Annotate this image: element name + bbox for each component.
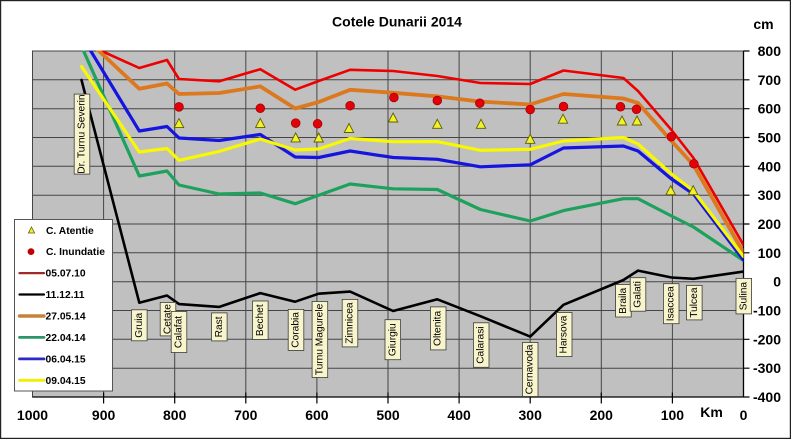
svg-text:100: 100	[758, 245, 782, 261]
svg-text:Gruia: Gruia	[134, 313, 145, 338]
svg-text:0: 0	[773, 274, 781, 290]
svg-text:800: 800	[758, 43, 782, 59]
svg-text:700: 700	[758, 72, 782, 88]
svg-text:Galati: Galati	[633, 281, 644, 308]
svg-text:Turnu Magurele: Turnu Magurele	[314, 303, 325, 375]
svg-text:C. Inundatie: C. Inundatie	[46, 247, 105, 258]
svg-text:-300: -300	[753, 360, 781, 376]
svg-text:27.05.14: 27.05.14	[46, 312, 86, 323]
svg-text:1000: 1000	[17, 407, 48, 423]
svg-text:06.04.15: 06.04.15	[46, 355, 86, 366]
svg-text:Harsova: Harsova	[559, 315, 570, 353]
svg-text:800: 800	[163, 407, 187, 423]
svg-text:200: 200	[758, 216, 782, 232]
svg-text:22.04.14: 22.04.14	[46, 333, 86, 344]
svg-text:Cetate: Cetate	[163, 304, 174, 334]
svg-text:600: 600	[758, 101, 782, 117]
svg-text:Isaccea: Isaccea	[666, 286, 677, 321]
svg-text:Bechet: Bechet	[255, 304, 266, 336]
svg-text:Km: Km	[700, 404, 723, 420]
svg-text:Corabia: Corabia	[291, 312, 302, 348]
svg-text:600: 600	[305, 407, 329, 423]
svg-text:09.04.15: 09.04.15	[46, 376, 86, 387]
svg-text:Calarasi: Calarasi	[476, 326, 487, 363]
svg-text:-400: -400	[753, 389, 781, 405]
svg-text:Cotele Dunarii 2014: Cotele Dunarii 2014	[332, 14, 462, 30]
svg-text:300: 300	[519, 407, 543, 423]
svg-text:Oltenita: Oltenita	[433, 311, 444, 346]
svg-text:Braila: Braila	[618, 287, 629, 313]
svg-text:500: 500	[376, 407, 400, 423]
svg-text:700: 700	[234, 407, 258, 423]
svg-text:-200: -200	[753, 331, 781, 347]
svg-text:C. Atentie: C. Atentie	[46, 226, 94, 237]
svg-text:05.07.10: 05.07.10	[46, 269, 86, 280]
svg-text:11.12.11: 11.12.11	[46, 290, 85, 301]
svg-text:Tulcea: Tulcea	[689, 287, 700, 318]
svg-text:500: 500	[758, 130, 782, 146]
svg-text:Dr. Turnu Severin: Dr. Turnu Severin	[77, 94, 88, 173]
svg-text:Giurgiu: Giurgiu	[387, 323, 398, 356]
svg-text:Cernavoda: Cernavoda	[525, 344, 536, 394]
svg-text:-100: -100	[753, 303, 781, 319]
svg-text:900: 900	[92, 407, 116, 423]
svg-text:Sulina: Sulina	[738, 282, 749, 311]
svg-text:Zimnicea: Zimnicea	[345, 302, 356, 344]
svg-text:0: 0	[740, 407, 748, 423]
svg-text:400: 400	[447, 407, 471, 423]
svg-text:100: 100	[661, 407, 685, 423]
svg-text:Rast: Rast	[214, 316, 225, 337]
svg-text:cm: cm	[753, 16, 773, 32]
svg-text:400: 400	[758, 158, 782, 174]
svg-text:300: 300	[758, 187, 782, 203]
svg-text:Calafat: Calafat	[174, 316, 185, 348]
svg-text:200: 200	[590, 407, 614, 423]
